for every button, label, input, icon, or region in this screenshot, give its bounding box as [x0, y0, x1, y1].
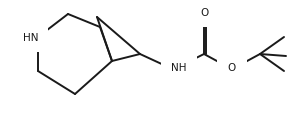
Text: NH: NH	[171, 62, 186, 72]
Text: HN: HN	[22, 33, 38, 43]
Text: O: O	[228, 62, 236, 72]
Text: O: O	[201, 8, 209, 18]
